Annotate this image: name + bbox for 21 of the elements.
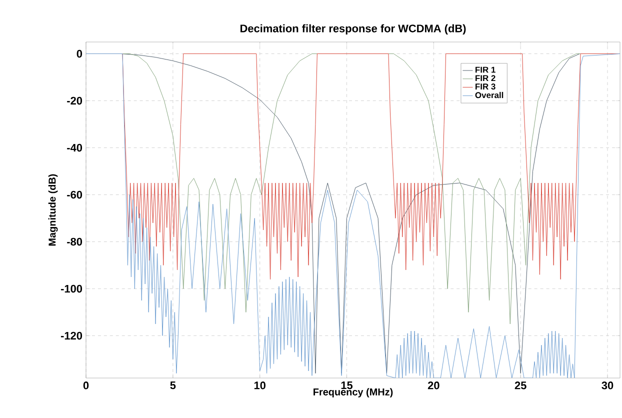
legend-label: Overall [475, 92, 504, 98]
legend-label: FIR 1 [476, 66, 496, 73]
y-tick-label: -100 [60, 284, 82, 293]
x-tick-label: 15 [341, 382, 353, 390]
x-tick-label: 30 [602, 382, 614, 390]
x-tick-label: 10 [254, 382, 266, 390]
legend-label: FIR 3 [476, 84, 496, 90]
x-tick-label: 25 [514, 382, 526, 390]
y-tick-label: 0 [76, 50, 82, 58]
legend-label: FIR 2 [476, 75, 496, 82]
x-tick-label: 20 [428, 382, 440, 390]
y-tick-label: -20 [67, 96, 82, 105]
x-tick-label: 5 [170, 382, 176, 390]
y-tick-label: -80 [67, 238, 82, 246]
y-tick-label: -40 [67, 144, 82, 152]
x-tick-label: 0 [83, 382, 89, 390]
y-tick-label: -120 [60, 332, 82, 340]
x-axis-title: Frequency (MHz) [314, 388, 393, 398]
y-tick-label: -60 [67, 190, 82, 199]
chart-title: Decimation filter response for WCDMA (dB) [240, 24, 466, 34]
y-axis-title: Magnitude (dB) [48, 174, 58, 246]
